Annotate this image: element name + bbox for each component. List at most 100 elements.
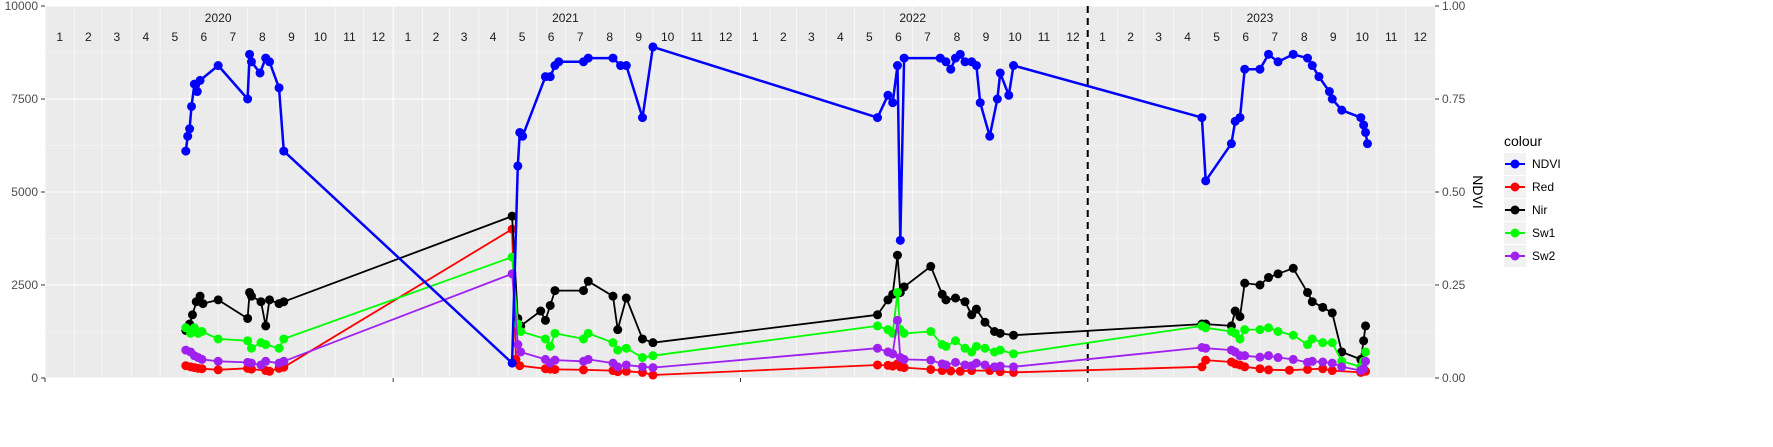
data-point-sw1 [941, 341, 951, 351]
legend-label: Red [1532, 180, 1554, 194]
data-point-sw2 [980, 360, 990, 370]
legend-label: Sw2 [1532, 249, 1556, 263]
data-point-sw1 [1288, 330, 1298, 340]
data-point-sw1 [545, 341, 555, 351]
data-point-sw2 [613, 362, 623, 372]
month-label: 10 [314, 30, 328, 44]
data-point-ndvi [899, 53, 909, 63]
month-label: 12 [1066, 30, 1080, 44]
data-point-sw2 [1255, 352, 1265, 362]
data-point-nir [1359, 336, 1369, 346]
series-layer [181, 42, 1372, 380]
data-point-ndvi [883, 90, 893, 100]
data-point-sw2 [1273, 353, 1283, 363]
data-point-sw2 [637, 362, 647, 372]
data-point-sw2 [960, 360, 970, 370]
month-label: 9 [635, 30, 642, 44]
month-label: 10 [1356, 30, 1370, 44]
month-label: 2 [433, 30, 440, 44]
data-point-sw1 [971, 341, 981, 351]
month-label: 11 [343, 30, 356, 44]
data-point-sw1 [1240, 325, 1250, 335]
data-point-nir [1240, 278, 1250, 288]
right-axis-title: NDVI [1470, 175, 1486, 208]
month-label: 11 [690, 30, 703, 44]
data-point-ndvi [941, 57, 951, 67]
month-label: 12 [1414, 30, 1428, 44]
data-point-sw2 [197, 354, 207, 364]
legend-item-red: Red [1504, 176, 1554, 198]
data-point-sw2 [1201, 343, 1211, 353]
data-point-ndvi [1255, 64, 1265, 74]
data-point-nir [1318, 302, 1328, 312]
month-label: 9 [1330, 30, 1337, 44]
data-point-sw2 [1288, 354, 1298, 364]
month-label: 10 [661, 30, 675, 44]
data-point-sw1 [274, 343, 284, 353]
data-point-sw2 [1240, 351, 1250, 361]
month-label: 6 [201, 30, 208, 44]
data-point-sw1 [926, 327, 936, 336]
data-point-nir [545, 300, 555, 310]
data-point-ndvi [255, 68, 265, 78]
data-point-sw2 [888, 349, 898, 359]
data-point-red [550, 364, 560, 374]
data-point-red [265, 366, 275, 376]
data-point-nir [1327, 308, 1337, 318]
data-point-ndvi [507, 358, 517, 368]
data-point-nir [1361, 321, 1371, 331]
month-label: 7 [924, 30, 931, 44]
month-label: 6 [895, 30, 902, 44]
data-point-sw1 [1327, 338, 1337, 348]
data-point-nir [536, 306, 546, 316]
y-tick-label-left: 7500 [11, 92, 38, 106]
data-point-nir [899, 282, 909, 292]
legend-label: NDVI [1532, 157, 1561, 171]
data-point-ndvi [1362, 139, 1372, 149]
data-point-nir [550, 286, 560, 296]
data-point-sw1 [613, 345, 623, 355]
data-point-sw2 [513, 340, 523, 350]
data-point-sw2 [1359, 364, 1369, 374]
legend-title: colour [1504, 133, 1542, 149]
data-point-sw1 [1318, 338, 1328, 348]
data-point-nir [621, 293, 631, 303]
data-point-ndvi [192, 87, 202, 97]
data-point-sw2 [950, 357, 960, 367]
month-label: 5 [1213, 30, 1220, 44]
month-label: 8 [954, 30, 961, 44]
data-point-nir [246, 291, 256, 301]
data-point-ndvi [246, 57, 256, 67]
data-point-nir [1009, 330, 1019, 340]
month-label: 1 [56, 30, 63, 44]
month-label: 3 [461, 30, 468, 44]
data-point-nir [980, 317, 990, 327]
month-label: 1 [1099, 30, 1106, 44]
data-point-nir [1307, 297, 1317, 307]
month-label: 3 [113, 30, 120, 44]
legend-key-point [1510, 251, 1520, 261]
data-point-nir [243, 313, 253, 323]
y-tick-label-right: 1.00 [1442, 0, 1466, 13]
month-label: 4 [143, 30, 150, 44]
data-point-nir [960, 297, 970, 307]
series-sw2 [181, 269, 1371, 376]
data-point-sw1 [892, 287, 902, 297]
month-label: 12 [372, 30, 386, 44]
year-label: 2020 [205, 11, 232, 25]
y-tick-label-left: 5000 [11, 185, 38, 199]
month-label: 10 [1008, 30, 1022, 44]
data-point-nir [1264, 273, 1274, 283]
data-point-ndvi [518, 131, 528, 141]
data-point-nir [578, 286, 588, 296]
data-point-red [197, 364, 207, 374]
data-point-red [1255, 364, 1265, 374]
data-point-ndvi [1226, 139, 1236, 149]
data-point-red [899, 363, 909, 373]
data-point-nir [213, 295, 223, 305]
data-point-nir [198, 299, 208, 309]
data-point-nir [892, 250, 902, 260]
data-point-nir [648, 338, 658, 348]
data-point-nir [1303, 287, 1313, 297]
